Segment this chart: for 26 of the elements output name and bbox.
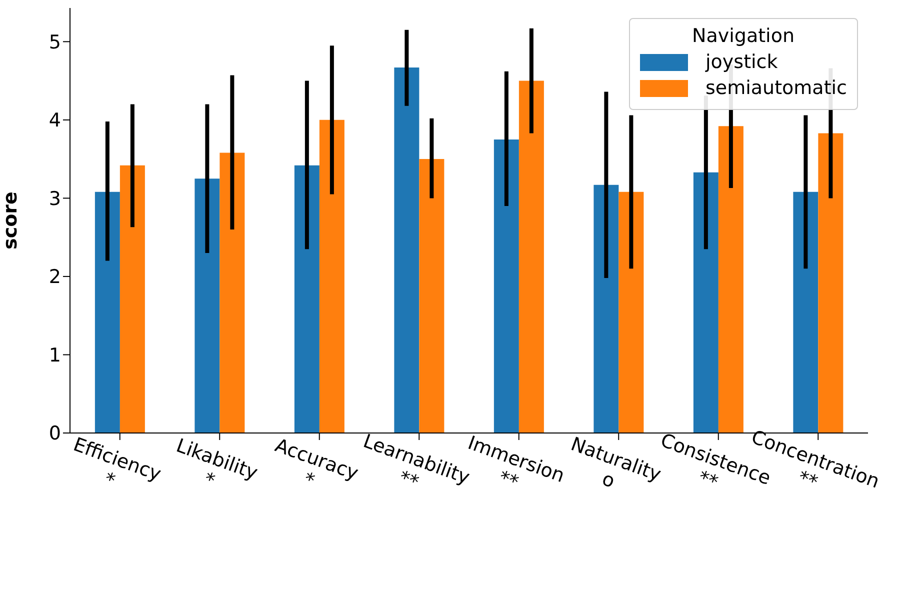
bar [494,139,519,433]
bar [120,165,145,433]
bar [693,172,718,433]
legend-title: Navigation [691,25,796,47]
bar [194,178,220,433]
y-tick-label: 0 [48,422,61,445]
bar [294,165,320,433]
bar [94,192,120,433]
bar [618,192,644,433]
bar [718,126,744,433]
bar [319,120,344,433]
bar [518,80,544,433]
legend-label: semiautomatic [706,77,847,99]
y-axis-title: score [0,192,22,250]
bar [594,184,619,433]
bar [793,192,818,433]
bar [220,152,245,433]
bar [419,159,444,433]
y-tick-label: 5 [48,31,61,54]
y-tick-label: 3 [48,188,61,210]
bar [818,133,844,433]
legend-label: joystick [706,51,778,73]
y-tick-label: 4 [48,110,61,132]
y-tick-label: 2 [48,266,61,288]
y-tick-label: 1 [48,344,61,366]
bar [394,67,420,433]
